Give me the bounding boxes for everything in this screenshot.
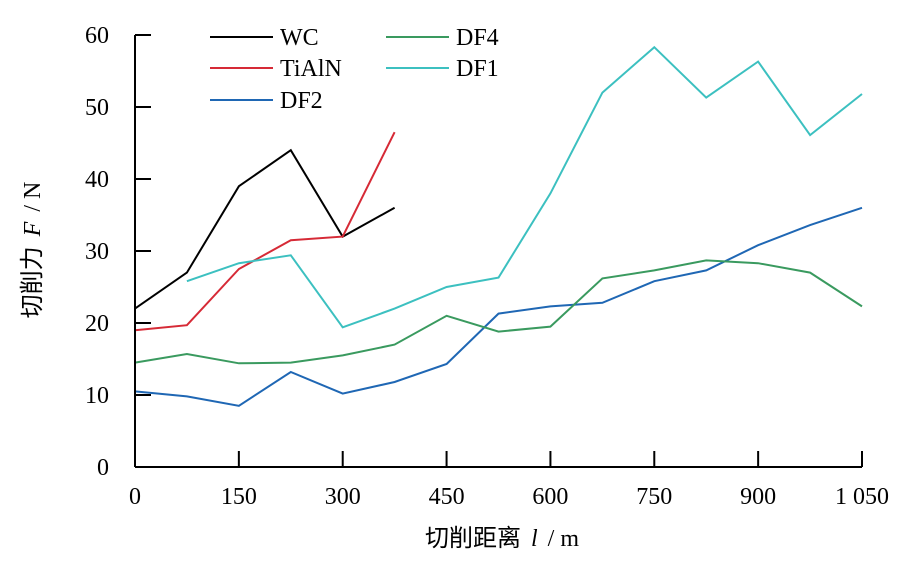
- x-tick-label: 600: [532, 484, 568, 510]
- x-axis-label-unit: / m: [548, 526, 580, 552]
- y-tick-label: 10: [85, 383, 109, 409]
- legend: WC TiAlN DF2 DF4 DF1: [210, 25, 499, 114]
- y-tick-label: 60: [85, 23, 109, 49]
- y-tick-label: 30: [85, 239, 109, 265]
- series-line-wc: [134, 148, 396, 310]
- y-tick-label: 20: [85, 311, 109, 337]
- x-tick-label: 450: [429, 484, 465, 510]
- y-axis-label-unit: / N: [20, 182, 46, 212]
- series-layer: [134, 45, 863, 407]
- x-tick-label: 150: [221, 484, 257, 510]
- x-axis-label: 切削距离 l / m: [425, 525, 579, 552]
- y-axis-label: 切削力 F / N: [19, 182, 46, 319]
- legend-item-df4: DF4: [386, 25, 499, 51]
- legend-item-tialn: TiAlN: [210, 56, 342, 82]
- legend-item-df1: DF1: [386, 56, 499, 82]
- legend-label-df2: DF2: [280, 88, 323, 114]
- x-axis-label-prefix: 切削距离: [425, 525, 521, 552]
- y-axis-label-symbol: F: [20, 221, 46, 237]
- series-line-tialn: [134, 131, 396, 332]
- legend-label-df4: DF4: [456, 25, 499, 51]
- legend-item-wc: WC: [210, 25, 319, 51]
- series-line-df1: [186, 45, 863, 329]
- x-tick-label: 0: [129, 484, 141, 510]
- series-line-df4: [134, 259, 863, 365]
- legend-label-tialn: TiAlN: [280, 56, 342, 82]
- legend-label-wc: WC: [280, 25, 319, 51]
- x-tick-label: 1 050: [835, 484, 889, 510]
- y-tick-label: 50: [85, 95, 109, 121]
- y-tick-label: 0: [97, 455, 109, 481]
- y-tick-label: 40: [85, 167, 109, 193]
- x-tick-label: 900: [740, 484, 776, 510]
- legend-item-df2: DF2: [210, 88, 323, 114]
- legend-label-df1: DF1: [456, 56, 499, 82]
- axis-labels: 切削距离 l / m 切削力 F / N: [19, 182, 579, 552]
- series-line-df2: [134, 206, 863, 407]
- x-axis-label-symbol: l: [531, 526, 538, 552]
- y-axis-label-prefix: 切削力: [19, 246, 46, 318]
- x-tick-label: 300: [325, 484, 361, 510]
- x-tick-label: 750: [636, 484, 672, 510]
